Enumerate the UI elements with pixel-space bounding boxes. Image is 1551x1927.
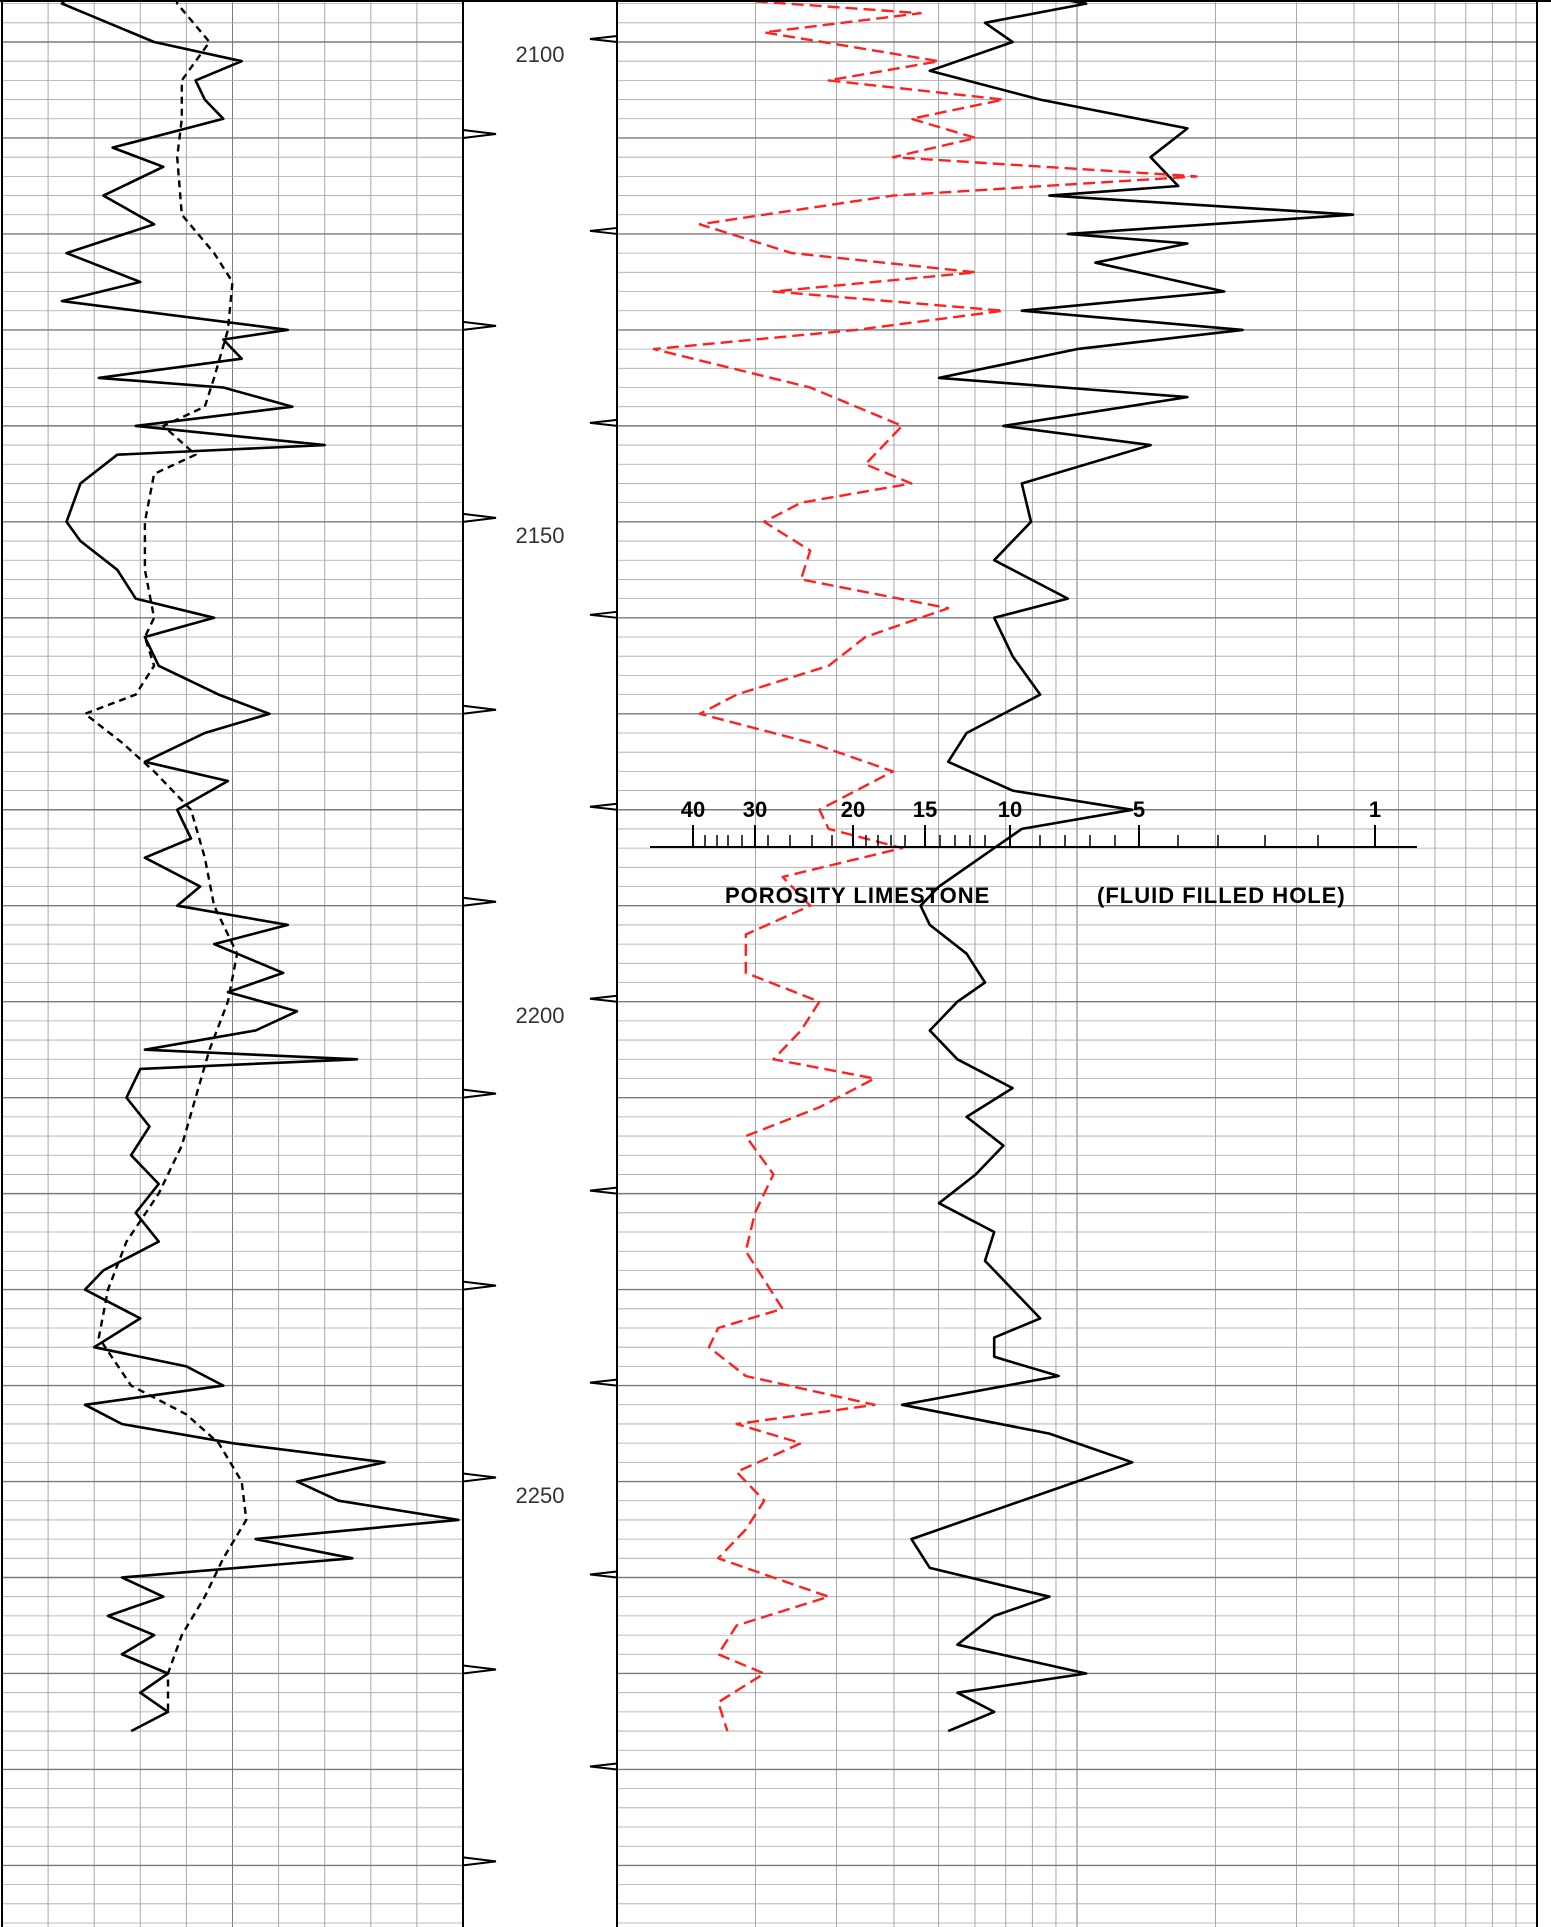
scale-label-5: 5 (1133, 797, 1145, 822)
depth-label-2200: 2200 (516, 1003, 565, 1028)
left-track-grid (2, 0, 463, 1927)
depth-tick (462, 704, 497, 715)
log-curves (60, 0, 1355, 1733)
depth-tick (462, 896, 497, 907)
depth-tick (462, 320, 497, 331)
porosity-overlay-scale: 40 30 20 15 10 5 1 POROSITY LIMESTONE (F… (650, 797, 1417, 908)
scale-caption-fluid: (FLUID FILLED HOLE) (1097, 883, 1346, 908)
left-track-solid-curve (60, 0, 460, 1733)
depth-tick (589, 610, 618, 619)
right-track-solid-curve (900, 0, 1355, 1733)
scale-caption-porosity: POROSITY LIMESTONE (725, 883, 990, 908)
depth-track-ticks (462, 35, 618, 1867)
scale-label-20: 20 (841, 797, 865, 822)
depth-tick (462, 1280, 497, 1291)
left-track-dashed-curve (83, 0, 248, 1712)
depth-tick (589, 418, 618, 427)
right-track-grid (616, 0, 1538, 1927)
depth-tick (589, 1762, 618, 1771)
depth-tick (462, 1472, 497, 1483)
depth-label-2100: 2100 (516, 42, 565, 67)
scale-label-30: 30 (743, 797, 767, 822)
depth-label-2150: 2150 (516, 523, 565, 548)
depth-tick (462, 1664, 497, 1675)
right-track-dashed-curve (652, 0, 1198, 1732)
depth-tick (589, 226, 618, 235)
depth-tick (589, 35, 618, 43)
scale-label-10: 10 (998, 797, 1022, 822)
depth-tick (589, 1570, 618, 1579)
depth-tick (462, 1088, 497, 1099)
scale-label-15: 15 (913, 797, 937, 822)
depth-tick (462, 128, 497, 139)
depth-tick (462, 1856, 497, 1867)
depth-tick (589, 994, 618, 1003)
depth-tick (589, 802, 618, 811)
depth-tick (589, 1378, 618, 1387)
porosity-scale-ticks (692, 825, 1376, 847)
scale-label-1: 1 (1369, 797, 1381, 822)
scale-label-40: 40 (681, 797, 705, 822)
depth-tick (589, 1186, 618, 1195)
depth-label-2250: 2250 (516, 1483, 565, 1508)
depth-tick (462, 512, 497, 523)
